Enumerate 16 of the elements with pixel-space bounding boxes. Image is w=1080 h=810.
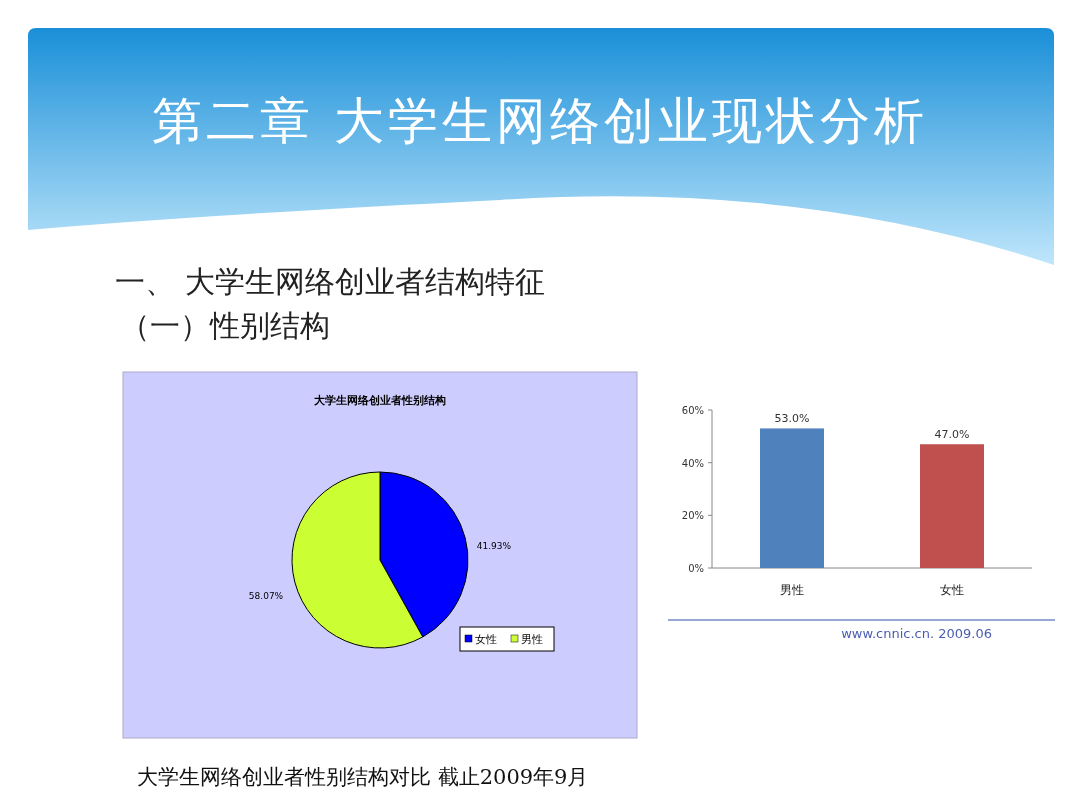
data-label: 41.93% — [476, 540, 512, 551]
legend-label: 男性 — [521, 633, 543, 646]
data-label: 47.0% — [934, 428, 970, 442]
y-tick-label: 20% — [681, 510, 704, 522]
text: （一）性别结构 — [120, 308, 330, 343]
y-tick-label: 0% — [688, 563, 704, 574]
y-tick-label: 60% — [681, 405, 704, 416]
data-label: 58.07% — [248, 591, 284, 602]
text: 第二章 大学生网络创业现状分析 — [152, 92, 928, 150]
y-tick-label: 40% — [681, 457, 704, 469]
text: 一、 大学生网络创业者结构特征 — [115, 264, 545, 299]
data-label: 53.0% — [774, 412, 810, 426]
text: 大学生网络创业者性别结构对比 截止2009年9月 — [137, 765, 589, 789]
legend-label: 女性 — [475, 633, 497, 646]
text: www.cnnic.cn. 2009.06 — [841, 626, 992, 641]
chart-title: 大学生网络创业者性别结构 — [314, 394, 446, 407]
